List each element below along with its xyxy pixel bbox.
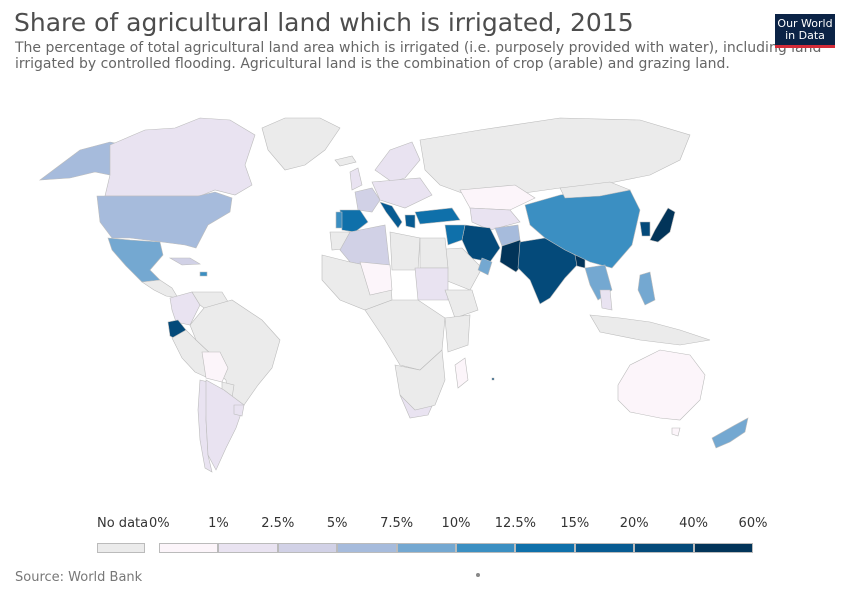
country-bolivia[interactable]	[201, 351, 229, 383]
logo-line-2: in Data	[785, 29, 825, 42]
country-korea[interactable]	[639, 221, 651, 237]
country-east-africa[interactable]	[444, 314, 471, 353]
legend-no-data-label: No data	[97, 516, 149, 531]
legend-tick-label: 2.5%	[261, 516, 295, 531]
legend-bin-8	[634, 543, 694, 553]
legend-tick-label: 10%	[441, 516, 471, 531]
timeline-dot[interactable]	[476, 573, 480, 577]
owid-logo[interactable]: Our World in Data	[775, 14, 835, 48]
legend-tick-label: 20%	[619, 516, 649, 531]
country-south-africa[interactable]	[399, 394, 433, 419]
logo-line-1: Our World	[777, 17, 833, 30]
country-mongolia[interactable]	[559, 181, 632, 199]
country-italy[interactable]	[379, 201, 403, 229]
country-new-zealand[interactable]	[711, 417, 749, 449]
country-uruguay[interactable]	[233, 404, 245, 417]
country-thailand[interactable]	[599, 289, 613, 311]
country-indonesia[interactable]	[589, 314, 711, 346]
country-russia[interactable]	[419, 117, 691, 197]
country-turkey[interactable]	[414, 207, 461, 225]
country-scandinavia[interactable]	[374, 141, 421, 183]
legend-bin-2	[277, 543, 338, 553]
country-argentina[interactable]	[205, 379, 245, 471]
country-cuba[interactable]	[168, 257, 201, 266]
country-madagascar[interactable]	[454, 357, 469, 389]
legend-tick-label: 0%	[149, 516, 170, 531]
country-mexico[interactable]	[107, 237, 164, 283]
legend-bin-1	[218, 543, 278, 553]
legend-tick-label: 7.5%	[380, 516, 414, 531]
country-united-states[interactable]	[96, 191, 233, 249]
country-kazakhstan[interactable]	[459, 184, 536, 211]
chart-subtitle: The percentage of total agricultural lan…	[15, 40, 822, 72]
country-france[interactable]	[354, 187, 381, 213]
legend-bin-6	[515, 543, 575, 553]
legend-tick-label: 12.5%	[494, 516, 537, 531]
country-oman[interactable]	[477, 257, 493, 276]
legend-tick-label: 5%	[326, 516, 348, 531]
world-map	[39, 117, 749, 473]
country-tasmania[interactable]	[671, 427, 681, 437]
country-japan[interactable]	[649, 207, 676, 243]
country-puerto-rico[interactable]	[199, 271, 208, 277]
legend-bin-0	[159, 543, 219, 553]
chart-title: Share of agricultural land which is irri…	[14, 8, 634, 37]
country-mali[interactable]	[359, 261, 393, 296]
country-philippines[interactable]	[637, 271, 656, 306]
country-iceland[interactable]	[334, 155, 357, 167]
legend-tick-label: 40%	[679, 516, 709, 531]
country-central-america[interactable]	[141, 279, 179, 299]
country-egypt[interactable]	[419, 237, 449, 269]
country-spain[interactable]	[339, 209, 369, 233]
country-mauritius[interactable]	[491, 377, 495, 381]
legend-tick-label: 15%	[560, 516, 590, 531]
legend-bin-3	[337, 543, 397, 553]
country-canada[interactable]	[104, 117, 256, 197]
legend-tick-label: 60%	[738, 516, 768, 531]
legend-bin-4	[396, 543, 456, 553]
country-greenland[interactable]	[261, 117, 341, 171]
legend-bin-7	[574, 543, 635, 553]
country-greece[interactable]	[404, 214, 416, 229]
country-iraq[interactable]	[444, 224, 466, 246]
country-libya[interactable]	[389, 231, 421, 271]
country-sudan[interactable]	[414, 267, 449, 301]
legend-bin-5	[456, 543, 516, 553]
country-central-asia[interactable]	[469, 207, 521, 231]
source-note: Source: World Bank	[15, 570, 143, 585]
country-australia[interactable]	[617, 349, 706, 421]
legend-no-data-swatch	[97, 543, 145, 553]
legend-tick-label: 1%	[208, 516, 229, 531]
country-portugal[interactable]	[335, 211, 343, 229]
legend-bin-9	[693, 543, 753, 553]
country-uk[interactable]	[349, 167, 363, 191]
country-ethiopia[interactable]	[444, 289, 479, 319]
country-central-europe[interactable]	[371, 177, 433, 209]
